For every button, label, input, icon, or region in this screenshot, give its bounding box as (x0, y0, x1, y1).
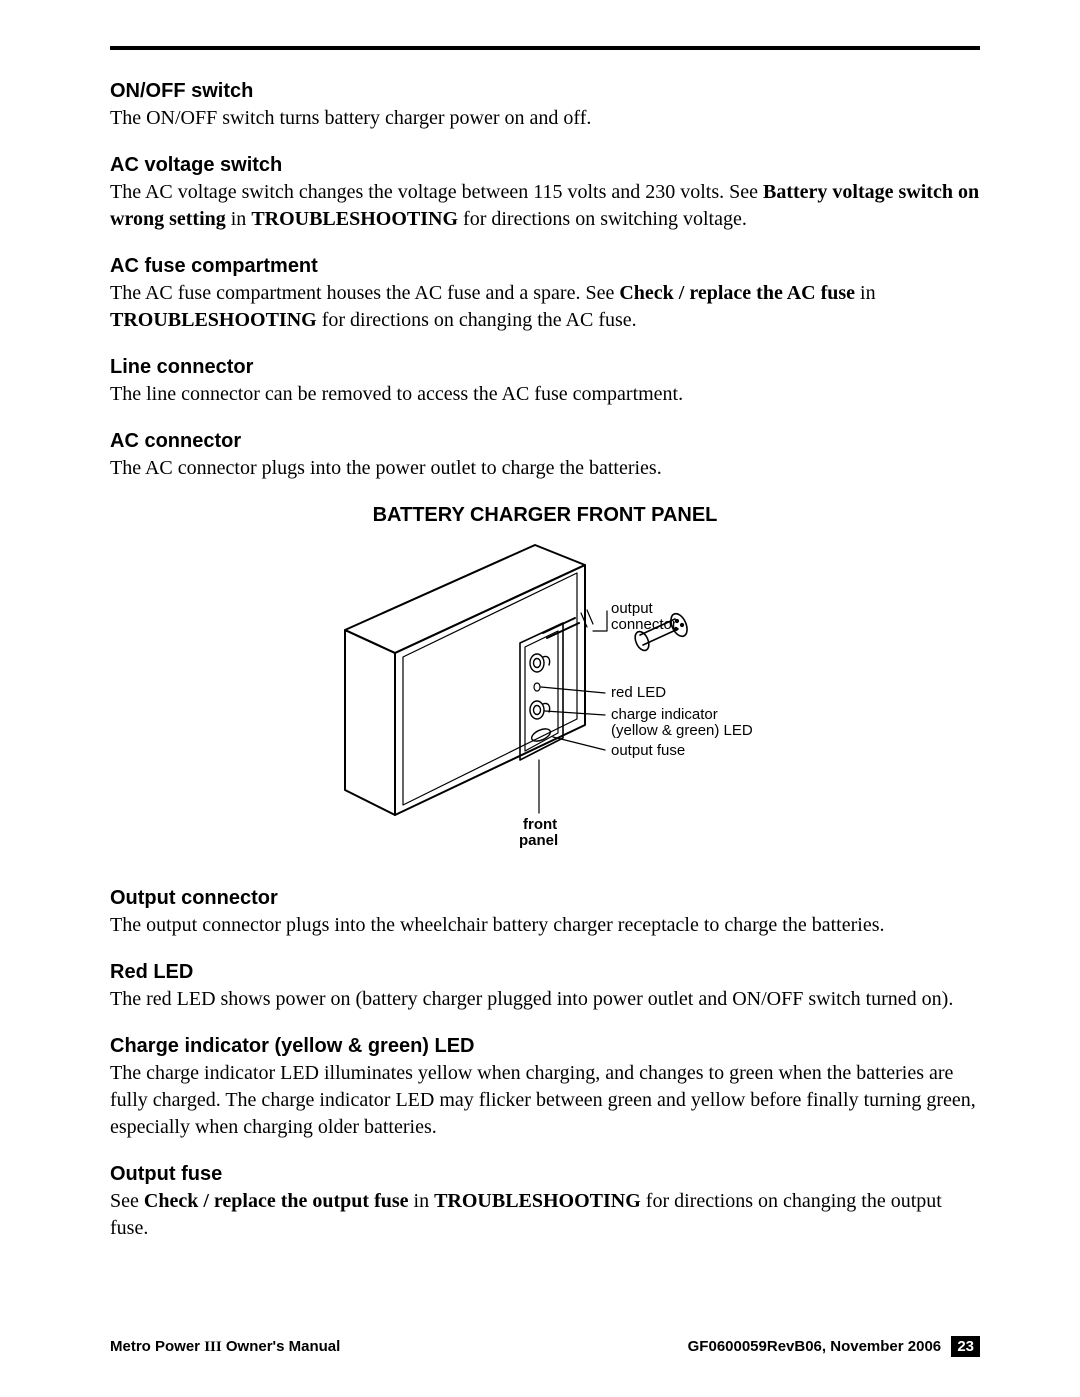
footer-right-text: GF0600059RevB06, November 2006 (688, 1338, 942, 1355)
top-rule (110, 46, 980, 50)
heading-acconn: AC connector (110, 430, 980, 453)
figure-wrap: output connector red LED charge indicato… (110, 535, 980, 865)
bold-text: TROUBLESHOOTING (110, 309, 317, 331)
label-output-connector-2: connector (611, 616, 677, 633)
body-chargeind: The charge indicator LED illuminates yel… (110, 1060, 980, 1141)
section-chargeind: Charge indicator (yellow & green) LED Th… (110, 1035, 980, 1141)
footer-left: Metro Power III Owner's Manual (110, 1338, 340, 1356)
footer-left-roman: III (204, 1339, 222, 1355)
bold-text: Check / replace the AC fuse (619, 282, 855, 304)
body-redled: The red LED shows power on (battery char… (110, 986, 980, 1013)
section-acvoltage: AC voltage switch The AC voltage switch … (110, 154, 980, 233)
section-outfuse: Output fuse See Check / replace the outp… (110, 1163, 980, 1242)
heading-outfuse: Output fuse (110, 1163, 980, 1186)
body-onoff: The ON/OFF switch turns battery charger … (110, 105, 980, 132)
footer: Metro Power III Owner's Manual GF0600059… (110, 1336, 980, 1357)
body-outfuse: See Check / replace the output fuse in T… (110, 1188, 980, 1242)
heading-onoff: ON/OFF switch (110, 80, 980, 103)
footer-left-prefix: Metro Power (110, 1338, 204, 1355)
text: for directions on switching voltage. (458, 208, 747, 230)
section-line: Line connector The line connector can be… (110, 356, 980, 408)
text: See (110, 1190, 144, 1212)
label-output-fuse: output fuse (611, 742, 685, 759)
text: The AC voltage switch changes the voltag… (110, 181, 763, 203)
bold-text: TROUBLESHOOTING (251, 208, 458, 230)
text: in (409, 1190, 435, 1212)
bold-text: TROUBLESHOOTING (434, 1190, 641, 1212)
footer-left-suffix: Owner's Manual (222, 1338, 341, 1355)
body-line: The line connector can be removed to acc… (110, 381, 980, 408)
label-output-connector-1: output (611, 600, 654, 617)
heading-redled: Red LED (110, 961, 980, 984)
text: in (226, 208, 252, 230)
page-number: 23 (951, 1336, 980, 1357)
text: in (855, 282, 876, 304)
label-charge-indicator-1: charge indicator (611, 706, 718, 723)
section-acconn: AC connector The AC connector plugs into… (110, 430, 980, 482)
figure-title: BATTERY CHARGER FRONT PANEL (110, 504, 980, 527)
heading-line: Line connector (110, 356, 980, 379)
body-acconn: The AC connector plugs into the power ou… (110, 455, 980, 482)
label-red-led: red LED (611, 684, 666, 701)
heading-acvoltage: AC voltage switch (110, 154, 980, 177)
section-acfuse: AC fuse compartment The AC fuse compartm… (110, 255, 980, 334)
body-outconn: The output connector plugs into the whee… (110, 912, 980, 939)
section-onoff: ON/OFF switch The ON/OFF switch turns ba… (110, 80, 980, 132)
body-acvoltage: The AC voltage switch changes the voltag… (110, 179, 980, 233)
label-front-panel-1: front (523, 816, 557, 833)
heading-outconn: Output connector (110, 887, 980, 910)
text: The AC fuse compartment houses the AC fu… (110, 282, 619, 304)
heading-chargeind: Charge indicator (yellow & green) LED (110, 1035, 980, 1058)
label-charge-indicator-2: (yellow & green) LED (611, 722, 753, 739)
body-acfuse: The AC fuse compartment houses the AC fu… (110, 280, 980, 334)
page: ON/OFF switch The ON/OFF switch turns ba… (0, 0, 1080, 1397)
heading-acfuse: AC fuse compartment (110, 255, 980, 278)
bold-text: Check / replace the output fuse (144, 1190, 409, 1212)
label-front-panel-2: panel (519, 832, 558, 849)
section-redled: Red LED The red LED shows power on (batt… (110, 961, 980, 1013)
text: for directions on changing the AC fuse. (317, 309, 637, 331)
footer-right: GF0600059RevB06, November 2006 23 (688, 1336, 980, 1357)
charger-diagram: output connector red LED charge indicato… (285, 535, 805, 865)
section-outconn: Output connector The output connector pl… (110, 887, 980, 939)
